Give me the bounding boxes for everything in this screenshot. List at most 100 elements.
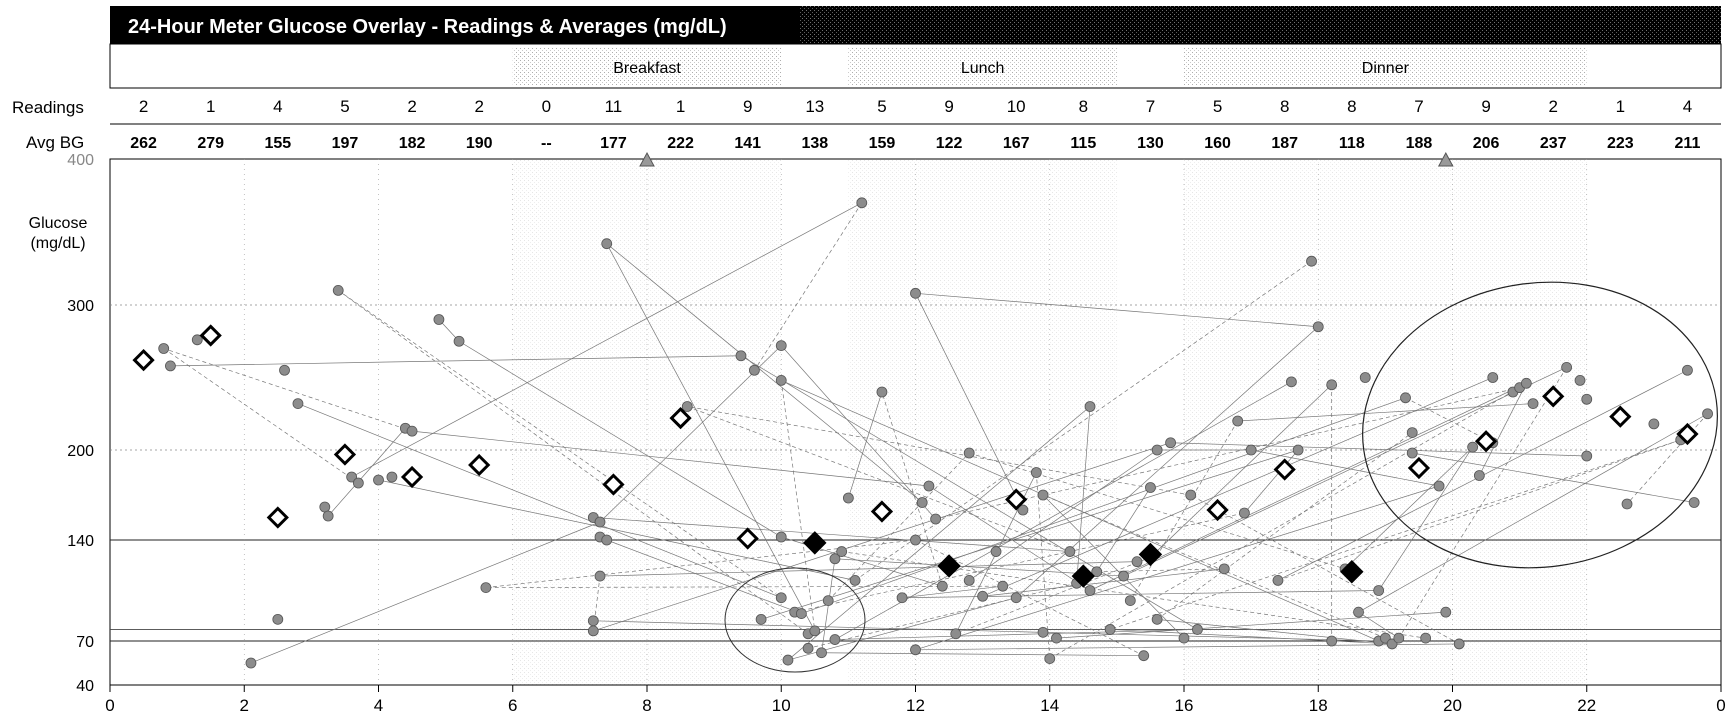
reading-connector <box>1277 439 1681 581</box>
avg-bg-value: 211 <box>1675 135 1701 152</box>
avg-bg-value: 155 <box>264 135 291 152</box>
reading-point <box>876 386 888 398</box>
meal-label: Breakfast <box>613 60 681 77</box>
reading-connector <box>593 442 1171 632</box>
average-marker-open <box>669 406 692 430</box>
reading-connector <box>338 290 809 635</box>
reading-point <box>165 360 176 372</box>
reading-point <box>1326 635 1338 647</box>
meal-label: Dinner <box>1362 60 1410 77</box>
avg-bg-value: 122 <box>936 135 963 152</box>
readings-count: 0 <box>542 97 551 116</box>
reading-point <box>963 447 975 459</box>
reading-point <box>158 343 170 354</box>
avg-bg-value: 187 <box>1271 135 1298 152</box>
reading-point <box>1192 624 1203 635</box>
table-rows: Readings Avg BG 2 1 4 5 2 2 0 11 1 9 13 5 9 10 8 7 5 8 8 7 9… <box>12 97 1721 160</box>
reading-point <box>910 534 921 546</box>
avg-bg-value: 160 <box>1204 135 1231 152</box>
reading-point <box>829 553 841 565</box>
reading-point <box>1010 592 1022 604</box>
average-markers <box>132 151 1699 588</box>
reading-point <box>1232 415 1244 427</box>
reading-point <box>775 592 787 604</box>
reading-connector <box>1123 367 1567 577</box>
reading-connector <box>593 620 1044 633</box>
reading-point <box>1487 372 1499 383</box>
reading-point <box>245 657 257 669</box>
reading-connector <box>1110 439 1681 630</box>
avg-row: 262 279 155 197 182 190 -- 177 222 141 138 159 122 16… <box>130 135 1700 152</box>
reading-connector <box>600 561 1138 577</box>
reading-connector <box>412 430 929 487</box>
reading-point <box>1272 575 1284 586</box>
reading-point <box>346 471 358 483</box>
readings-count: 11 <box>605 97 623 116</box>
y-tick-label: 300 <box>67 298 94 315</box>
reading-point <box>1151 444 1163 456</box>
meal-band-plot <box>848 159 1117 685</box>
reading-connector <box>327 428 406 517</box>
reading-connector <box>1042 494 1185 639</box>
reading-point <box>1218 563 1230 575</box>
x-tick-label: 0 <box>1716 696 1725 715</box>
reading-connector <box>915 293 1024 511</box>
reading-connector <box>1358 611 1399 639</box>
average-marker-open <box>333 443 357 466</box>
y-tick-label: 200 <box>67 443 94 460</box>
reading-point <box>279 364 290 376</box>
reading-point <box>1030 467 1042 478</box>
reading-connector <box>1156 432 1413 620</box>
reading-connector <box>1035 472 1051 659</box>
reading-connector <box>458 340 782 538</box>
reading-connector <box>170 355 741 367</box>
reading-connector <box>902 585 1003 599</box>
title-bar-texture <box>800 6 1721 44</box>
reading-point <box>1091 566 1103 578</box>
reading-connector <box>821 652 1144 657</box>
reading-connector <box>1190 494 1460 645</box>
reading-point <box>1306 255 1317 267</box>
reading-point <box>1138 650 1150 662</box>
reading-point <box>1084 401 1096 412</box>
reading-connectors <box>163 202 1708 664</box>
readings-row: 2 1 4 5 2 2 0 11 1 9 13 5 9 10 8 7 5 8 8 7 9 2 1 4 <box>139 97 1692 116</box>
reading-point <box>601 534 613 546</box>
reading-point <box>1433 480 1445 492</box>
reading-connector <box>1157 619 1393 645</box>
reading-connector <box>1043 631 1379 642</box>
reading-point <box>936 580 948 592</box>
reading-connector <box>834 629 1198 640</box>
avg-bg-value: 190 <box>466 135 493 152</box>
reading-point <box>352 477 364 489</box>
reading-connector <box>915 643 1460 651</box>
reading-point <box>1044 653 1056 664</box>
readings-count: 9 <box>1481 97 1490 116</box>
reading-point <box>1581 393 1593 405</box>
y-tick-label: 40 <box>76 678 94 695</box>
reading-point <box>1520 377 1532 389</box>
readings-row-label: Readings <box>12 98 84 117</box>
reading-connector <box>780 380 816 631</box>
reading-point <box>916 497 928 508</box>
reading-point <box>1151 613 1163 625</box>
reading-point <box>1064 546 1076 557</box>
reading-point <box>1292 444 1304 456</box>
reading-point <box>386 471 398 483</box>
reading-point <box>910 644 921 656</box>
average-marker-open <box>1273 458 1296 481</box>
reading-connector <box>1096 568 1225 573</box>
reading-connector <box>485 585 1003 588</box>
reading-point <box>681 401 693 412</box>
reading-point <box>1420 632 1432 644</box>
reading-point <box>1245 444 1257 456</box>
reading-point <box>594 570 606 582</box>
reading-point <box>1359 372 1371 383</box>
readings-count: 1 <box>676 97 685 116</box>
average-marker-open <box>1474 430 1498 453</box>
reading-point <box>1353 606 1364 618</box>
reading-point <box>373 474 384 486</box>
reading-point <box>836 546 848 557</box>
reading-point <box>587 615 599 627</box>
readings-count: 5 <box>1213 97 1222 116</box>
